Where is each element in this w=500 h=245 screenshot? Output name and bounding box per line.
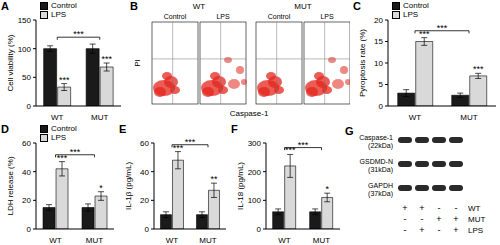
svg-text:WT: WT bbox=[166, 236, 179, 245]
svg-text:GSDMD-N: GSDMD-N bbox=[360, 158, 393, 165]
svg-text:LPS: LPS bbox=[468, 226, 483, 235]
html-text:LPS: LPS bbox=[51, 10, 67, 19]
svg-text:Control: Control bbox=[164, 13, 187, 20]
svg-text:-: - bbox=[404, 214, 407, 224]
svg-text:Caspase-1: Caspase-1 bbox=[359, 134, 393, 142]
svg-text:20: 20 bbox=[22, 196, 31, 205]
html-text:G: G bbox=[345, 125, 354, 137]
svg-text:-: - bbox=[438, 225, 441, 235]
svg-text:40: 40 bbox=[140, 168, 149, 177]
svg-text:LDH release (%): LDH release (%) bbox=[8, 156, 15, 215]
svg-text:Control: Control bbox=[268, 13, 291, 20]
svg-text:(37kDa): (37kDa) bbox=[368, 190, 393, 198]
svg-text:20: 20 bbox=[140, 196, 149, 205]
svg-text:+: + bbox=[453, 214, 458, 224]
svg-text:(22kDa): (22kDa) bbox=[368, 142, 393, 150]
svg-text:10: 10 bbox=[374, 59, 383, 68]
svg-text:***: *** bbox=[173, 143, 184, 153]
svg-text:WT: WT bbox=[278, 236, 291, 245]
svg-text:IL-1β (pg/mL): IL-1β (pg/mL) bbox=[124, 162, 133, 211]
html-text:Control: Control bbox=[403, 1, 429, 10]
svg-text:Caspase-1: Caspase-1 bbox=[230, 109, 269, 118]
svg-text:0: 0 bbox=[27, 102, 32, 111]
svg-text:**: ** bbox=[210, 174, 218, 184]
svg-text:***: *** bbox=[437, 23, 448, 33]
svg-text:IL-18 (pg/mL): IL-18 (pg/mL) bbox=[236, 162, 245, 210]
svg-text:-: - bbox=[455, 203, 458, 213]
svg-text:-: - bbox=[421, 214, 424, 224]
svg-text:MUT: MUT bbox=[460, 113, 477, 122]
svg-text:***: *** bbox=[185, 137, 196, 147]
svg-text:WT: WT bbox=[49, 236, 62, 245]
svg-text:200: 200 bbox=[248, 168, 262, 177]
svg-text:5: 5 bbox=[379, 80, 384, 89]
svg-text:+: + bbox=[419, 203, 424, 213]
svg-text:MUT: MUT bbox=[91, 113, 108, 122]
html-text:E: E bbox=[119, 123, 127, 135]
html-text:D: D bbox=[1, 123, 9, 135]
svg-text:-: - bbox=[404, 225, 407, 235]
svg-text:***: *** bbox=[473, 64, 484, 74]
svg-text:LPS: LPS bbox=[320, 13, 334, 20]
svg-text:MUT: MUT bbox=[199, 236, 216, 245]
svg-text:***: *** bbox=[59, 75, 70, 85]
svg-text:***: *** bbox=[419, 29, 430, 39]
svg-text:WT: WT bbox=[193, 2, 206, 11]
svg-text:***: *** bbox=[73, 29, 84, 39]
svg-text:*: * bbox=[99, 183, 103, 193]
svg-text:100: 100 bbox=[18, 45, 32, 54]
svg-text:***: *** bbox=[101, 54, 112, 64]
html-text:F: F bbox=[231, 123, 238, 135]
svg-text:WT: WT bbox=[51, 113, 64, 122]
html-text:Control: Control bbox=[51, 1, 77, 10]
html-text:Control: Control bbox=[51, 124, 77, 133]
svg-text:20: 20 bbox=[374, 16, 383, 25]
svg-text:*: * bbox=[325, 184, 329, 194]
svg-text:(31kDa): (31kDa) bbox=[368, 166, 393, 174]
html-text:LPS: LPS bbox=[51, 133, 67, 142]
svg-text:***: *** bbox=[298, 140, 309, 150]
svg-text:50: 50 bbox=[22, 73, 31, 82]
svg-text:+: + bbox=[402, 203, 407, 213]
svg-text:0: 0 bbox=[27, 225, 32, 234]
svg-text:MUT: MUT bbox=[468, 215, 485, 224]
svg-text:Pyroptosis rate (%): Pyroptosis rate (%) bbox=[358, 29, 367, 97]
svg-text:MUT: MUT bbox=[313, 236, 330, 245]
svg-text:Cell viability (%): Cell viability (%) bbox=[8, 34, 15, 91]
svg-text:WT: WT bbox=[468, 204, 481, 213]
svg-text:***: *** bbox=[57, 153, 68, 163]
svg-text:0: 0 bbox=[379, 102, 384, 111]
svg-text:60: 60 bbox=[140, 139, 149, 148]
svg-text:15: 15 bbox=[374, 37, 383, 46]
svg-text:100: 100 bbox=[248, 196, 262, 205]
svg-text:MUT: MUT bbox=[86, 236, 103, 245]
svg-text:300: 300 bbox=[248, 139, 262, 148]
svg-text:MUT: MUT bbox=[294, 2, 311, 11]
html-text:A: A bbox=[1, 0, 9, 12]
svg-text:+: + bbox=[419, 225, 424, 235]
svg-text:-: - bbox=[438, 203, 441, 213]
svg-text:+: + bbox=[436, 214, 441, 224]
svg-text:60: 60 bbox=[22, 139, 31, 148]
html-text:B: B bbox=[130, 0, 138, 12]
svg-text:0: 0 bbox=[145, 225, 150, 234]
svg-text:40: 40 bbox=[22, 168, 31, 177]
svg-text:***: *** bbox=[285, 145, 296, 155]
svg-text:WT: WT bbox=[409, 113, 422, 122]
svg-text:0: 0 bbox=[257, 225, 262, 234]
html-text:C: C bbox=[353, 0, 361, 12]
html-text:LPS: LPS bbox=[403, 10, 419, 19]
svg-text:PI: PI bbox=[133, 59, 142, 67]
svg-text:***: *** bbox=[70, 147, 81, 157]
svg-text:+: + bbox=[453, 225, 458, 235]
svg-text:LPS: LPS bbox=[216, 13, 230, 20]
svg-text:GAPDH: GAPDH bbox=[368, 182, 393, 189]
svg-text:150: 150 bbox=[18, 16, 32, 25]
